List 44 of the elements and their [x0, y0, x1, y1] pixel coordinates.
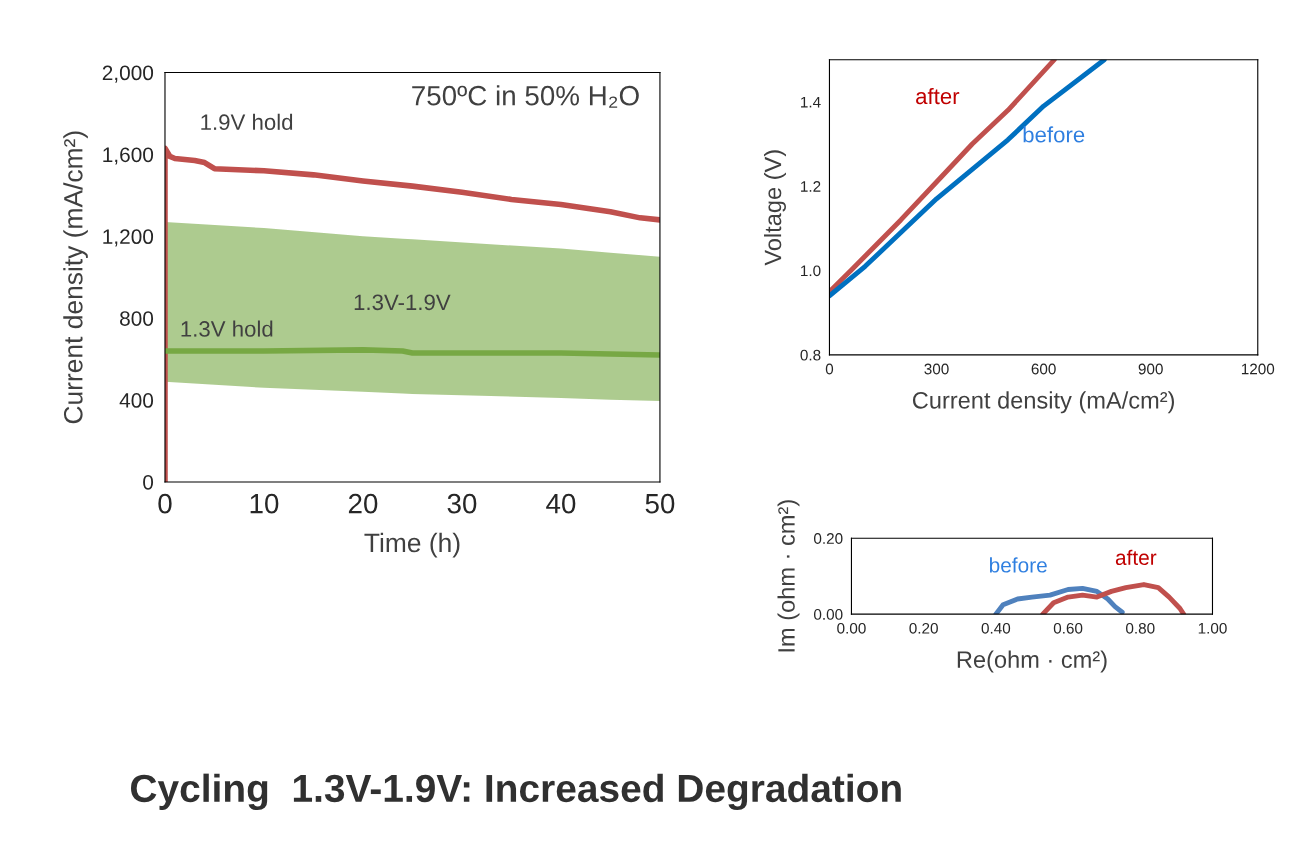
- annotation: 1.3V-1.9V: [354, 294, 451, 311]
- x-tick-label: 50: [645, 493, 675, 514]
- x-tick-label: 0.80: [1126, 622, 1155, 634]
- y-tick-label: 1.0: [801, 265, 821, 277]
- line-series: [829, 59, 1107, 299]
- series-label: 1.3V hold: [181, 320, 273, 337]
- y-tick-label: 1,600: [103, 147, 154, 165]
- series-label: after: [916, 87, 960, 105]
- x-tick-label: 0.60: [1053, 622, 1083, 634]
- y-axis-title: Current density (mA/cm²): [63, 131, 88, 424]
- y-tick-label: 800: [120, 311, 154, 326]
- x-tick-label: 900: [1138, 363, 1163, 375]
- y-tick-label: 0: [143, 474, 154, 490]
- x-tick-label: 600: [1031, 363, 1056, 375]
- x-tick-label: 0.00: [837, 622, 866, 634]
- y-tick-label: 2,000: [102, 65, 154, 83]
- series-label: before: [1023, 126, 1085, 143]
- x-tick-label: 20: [348, 493, 378, 514]
- line-series: [993, 585, 1125, 615]
- series-label: 1.9V hold: [201, 113, 293, 131]
- x-tick-label: 30: [447, 493, 477, 514]
- y-tick-label: 1,200: [103, 229, 154, 247]
- line-series: [1040, 582, 1187, 615]
- y-tick-label: 400: [119, 393, 154, 408]
- series-label: after: [1115, 549, 1157, 566]
- text: Cycling 1.3V-1.9V: Increased Degradation: [131, 773, 901, 811]
- x-tick-label: 0.20: [909, 622, 938, 634]
- y-axis-title: Voltage (V): [763, 150, 786, 266]
- x-axis-title: Current density (mA/cm²): [912, 391, 1174, 414]
- y-tick-label: 1.2: [801, 181, 821, 192]
- x-tick-label: 0: [158, 493, 172, 514]
- chart-subtitle: 750ºC in 50% H₂O: [412, 85, 639, 108]
- x-axis-title: Re(ohm · cm²): [957, 650, 1107, 673]
- y-tick-label: 0.8: [800, 349, 821, 361]
- x-tick-label: 0.40: [981, 622, 1011, 634]
- y-tick-label: 1.4: [801, 96, 821, 108]
- x-tick-label: 1.00: [1198, 622, 1227, 634]
- x-tick-label: 10: [250, 493, 279, 514]
- x-tick-label: 1200: [1241, 363, 1275, 375]
- x-tick-label: 300: [924, 363, 949, 375]
- y-axis-title: Im (ohm · cm²): [777, 500, 800, 652]
- x-tick-label: 40: [546, 493, 576, 514]
- x-axis-title: Time (h): [364, 532, 460, 558]
- series-label: before: [989, 557, 1047, 573]
